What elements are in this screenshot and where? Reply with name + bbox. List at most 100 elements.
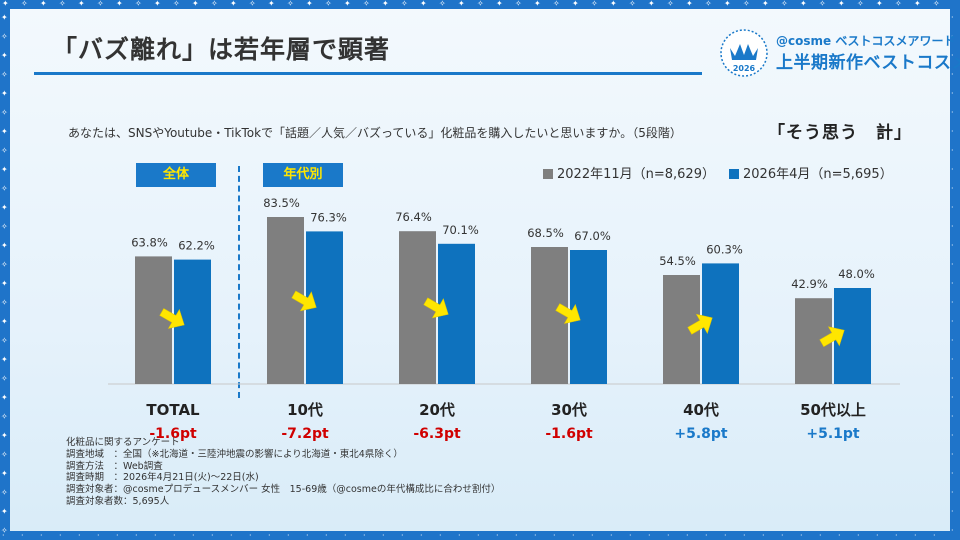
sparkle-icon: ·: [951, 241, 954, 250]
sparkle-icon: ·: [951, 13, 954, 22]
sparkle-icon: ✧: [249, 0, 256, 8]
sparkle-icon: ·: [572, 531, 575, 540]
sparkle-icon: ✦: [534, 0, 541, 8]
sparkle-icon: ✧: [1, 32, 8, 41]
sparkle-icon: ·: [800, 531, 803, 540]
sparkle-icon: ✧: [1, 450, 8, 459]
sparkle-icon: ·: [192, 531, 195, 540]
sparkle-icon: ✦: [1, 165, 8, 174]
sparkle-icon: ✦: [1, 393, 8, 402]
sparkle-icon: ·: [667, 531, 670, 540]
sparkle-icon: ·: [154, 531, 157, 540]
sparkle-icon: ✧: [477, 0, 484, 8]
sparkle-icon: ✧: [667, 0, 674, 8]
sparkle-icon: ✧: [1, 488, 8, 497]
sparkle-icon: ·: [951, 507, 954, 516]
note-line-1: 調査地域 ：全国（※北海道・三陸沖地震の影響により北海道・東北4県除く）: [66, 448, 403, 460]
sparkle-icon: ✦: [1, 241, 8, 250]
data-label-2026-3: 67.0%: [574, 229, 611, 243]
sparkle-icon: ·: [933, 531, 936, 540]
sparkle-icon: ✧: [515, 0, 522, 8]
bar-2022-3: [531, 247, 568, 384]
data-label-2026-1: 76.3%: [310, 210, 347, 224]
sparkle-icon: ·: [951, 355, 954, 364]
sparkle-icon: ·: [951, 488, 954, 497]
category-label-0: TOTAL: [146, 401, 200, 419]
sparkle-icon: ·: [876, 531, 879, 540]
trend-arrow-icon-5: [819, 326, 845, 348]
sparkle-icon: ✦: [724, 0, 731, 8]
sparkle-icon: ✧: [173, 0, 180, 8]
sparkle-icon: ✦: [382, 0, 389, 8]
sparkle-icon: ✧: [439, 0, 446, 8]
sparkle-icon: ✦: [192, 0, 199, 8]
sparkle-icon: ·: [724, 531, 727, 540]
sparkle-icon: ✦: [2, 0, 9, 8]
sparkle-icon: ·: [951, 260, 954, 269]
sparkle-icon: ·: [951, 89, 954, 98]
sparkle-icon: ·: [951, 431, 954, 440]
sparkle-icon: ·: [951, 336, 954, 345]
sparkle-icon: ✦: [762, 0, 769, 8]
sparkle-icon: ·: [287, 531, 290, 540]
legend-item-2022: 2022年11月（n=8,629）: [543, 163, 715, 182]
sparkle-icon: ·: [306, 531, 309, 540]
legend-swatch-2022: [543, 169, 553, 179]
sparkle-icon: ·: [951, 184, 954, 193]
sparkle-icon: ·: [951, 374, 954, 383]
sparkle-icon: ·: [439, 531, 442, 540]
sparkle-icon: ✧: [1, 146, 8, 155]
sparkle-icon: ✦: [610, 0, 617, 8]
sparkle-icon: ·: [857, 531, 860, 540]
sparkle-icon: ✧: [21, 0, 28, 8]
sparkle-icon: ✦: [1, 13, 8, 22]
sparkle-icon: ✦: [268, 0, 275, 8]
survey-question: あなたは、SNSやYoutube・TikTokで「話題／人気／バズっている」化粧…: [68, 126, 682, 140]
sparkle-icon: ✦: [1, 51, 8, 60]
sparkle-icon: ✧: [705, 0, 712, 8]
sparkle-icon: ✧: [211, 0, 218, 8]
data-label-2026-4: 60.3%: [706, 242, 743, 256]
sparkle-icon: ✦: [1, 279, 8, 288]
category-label-1: 10代: [287, 401, 323, 419]
trend-arrow-icon-1: [291, 290, 317, 312]
note-line-5: 調査対象者数：5,695人: [66, 495, 170, 507]
sparkle-icon: ·: [420, 531, 423, 540]
legend-swatch-2026: [729, 169, 739, 179]
data-label-2022-1: 83.5%: [263, 196, 300, 210]
sparkle-icon: ✧: [287, 0, 294, 8]
sparkle-icon: ✦: [496, 0, 503, 8]
legend-label-2022: 2022年11月（n=8,629）: [557, 167, 715, 182]
sparkle-icon: ✧: [363, 0, 370, 8]
note-line-0: 化粧品に関するアンケート: [66, 437, 180, 448]
sparkle-icon: ·: [116, 531, 119, 540]
award-name: @cosme ベストコスメアワード: [776, 34, 956, 48]
sparkle-icon: ✦: [154, 0, 161, 8]
bar-2022-0: [135, 256, 172, 384]
sparkle-icon: ·: [610, 531, 613, 540]
sparkle-icon: ·: [496, 531, 499, 540]
sparkle-icon: ✦: [458, 0, 465, 8]
sparkle-icon: ✦: [1, 469, 8, 478]
sparkle-icon: ·: [951, 450, 954, 459]
sparkle-icon: ·: [895, 531, 898, 540]
data-label-2026-0: 62.2%: [178, 239, 215, 253]
sparkle-icon: ·: [629, 531, 632, 540]
sparkle-icon: ·: [515, 531, 518, 540]
category-label-3: 30代: [551, 401, 587, 419]
sparkle-icon: ✦: [1, 127, 8, 136]
sparkle-icon: ·: [951, 203, 954, 212]
trend-arrow-icon-4: [687, 313, 713, 335]
note-line-4: 調査対象者：@cosmeプロデュースメンバー 女性 15-69歳（@cosmeの…: [66, 484, 501, 496]
award-badge-year: 2026: [733, 64, 756, 73]
sparkle-icon: ✧: [1, 108, 8, 117]
sparkle-icon: ·: [686, 531, 689, 540]
sparkle-icon: ·: [591, 531, 594, 540]
sparkle-icon: ·: [951, 279, 954, 288]
sparkle-icon: ·: [951, 51, 954, 60]
sparkle-icon: ✦: [838, 0, 845, 8]
sparkle-icon: ✦: [1, 431, 8, 440]
survey-notes: 化粧品に関するアンケート 調査地域 ：全国（※北海道・三陸沖地震の影響により北海道…: [66, 437, 500, 508]
category-label-4: 40代: [683, 401, 719, 419]
sparkle-icon: ·: [951, 526, 954, 535]
